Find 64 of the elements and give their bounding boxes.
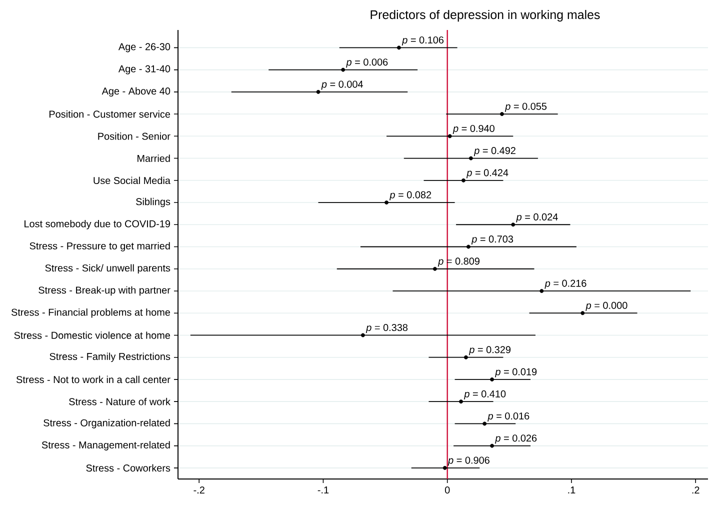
point [448,134,452,138]
point [540,288,544,293]
annotation: p = 0.492 [474,147,516,156]
point [490,444,494,448]
y-tick-label: Stress - Sick/ unwell parents [45,264,170,274]
point [468,156,473,160]
y-tick-label: Use Social Media [94,176,170,184]
annotation: p = 0.019 [494,368,537,378]
y-tick-label: Position - Customer service [49,110,170,118]
y-tick-label: Age - 26-30 [118,43,170,52]
annotation: p = 0.216 [544,280,586,289]
y-tick-label: Age - Above 40 [102,87,170,97]
y-tick-label: Stress - Break-up with partner [38,286,170,296]
x-tick-label: -.2 [194,486,204,494]
y-tick-label: Married [138,154,170,162]
point [341,68,346,72]
point [432,266,437,271]
point [580,311,585,316]
x-tick-label: 0 [444,486,450,494]
point [511,222,516,227]
y-tick-label: Stress - Organization-related [44,419,170,428]
annotation: p = 0.055 [504,102,547,112]
y-tick-label: Stress - Pressure to get married [30,242,170,252]
y-tick-label: Stress - Domestic violence at home [14,332,170,339]
annotation: p = 0.106 [402,36,444,46]
point [360,333,365,338]
point [459,400,463,404]
annotation: p = 0.329 [468,346,511,356]
point [316,90,320,94]
y-tick-label: Stress - Family Restrictions [50,352,170,362]
y-tick-label: Stress - Nature of work [69,398,170,406]
y-tick-label: Stress - Coworkers [86,464,170,472]
annotation: p = 0.703 [471,236,514,245]
x-tick-label: .2 [692,486,700,494]
point [396,46,401,50]
annotation: p = 0.410 [464,390,506,400]
y-tick-label: Age - 31-40 [118,65,170,74]
chart-title: Predictors of depression in working males [370,10,600,22]
annotation: p = 0.006 [346,58,388,68]
point [384,200,389,205]
annotation: p = 0.940 [452,124,494,134]
y-tick-label: Position - Senior [98,132,170,140]
point [464,355,468,360]
annotation: p = 0.026 [494,434,537,444]
y-tick-label: Stress - Not to work in a call center [16,376,170,384]
point [461,178,466,182]
annotation: p = 0.016 [488,412,530,422]
annotation: p = 0.024 [516,213,558,222]
x-tick-label: -.1 [318,486,329,494]
y-tick-label: Siblings [136,198,170,208]
point [482,422,487,426]
point [500,112,504,116]
y-tick-label: Stress - Financial problems at home [11,308,170,318]
x-tick-label: .1 [568,486,576,494]
y-tick-label: Stress - Management-related [42,441,170,450]
point [466,244,470,249]
point [490,377,494,382]
annotation: p = 0.338 [366,324,408,334]
annotation: p = 0.000 [586,302,628,311]
annotation: p = 0.004 [321,80,363,90]
y-tick-label: Lost somebody due to COVID-19 [24,220,170,230]
annotation: p = 0.082 [389,191,432,200]
point [442,466,447,470]
annotation: p = 0.424 [466,169,508,178]
